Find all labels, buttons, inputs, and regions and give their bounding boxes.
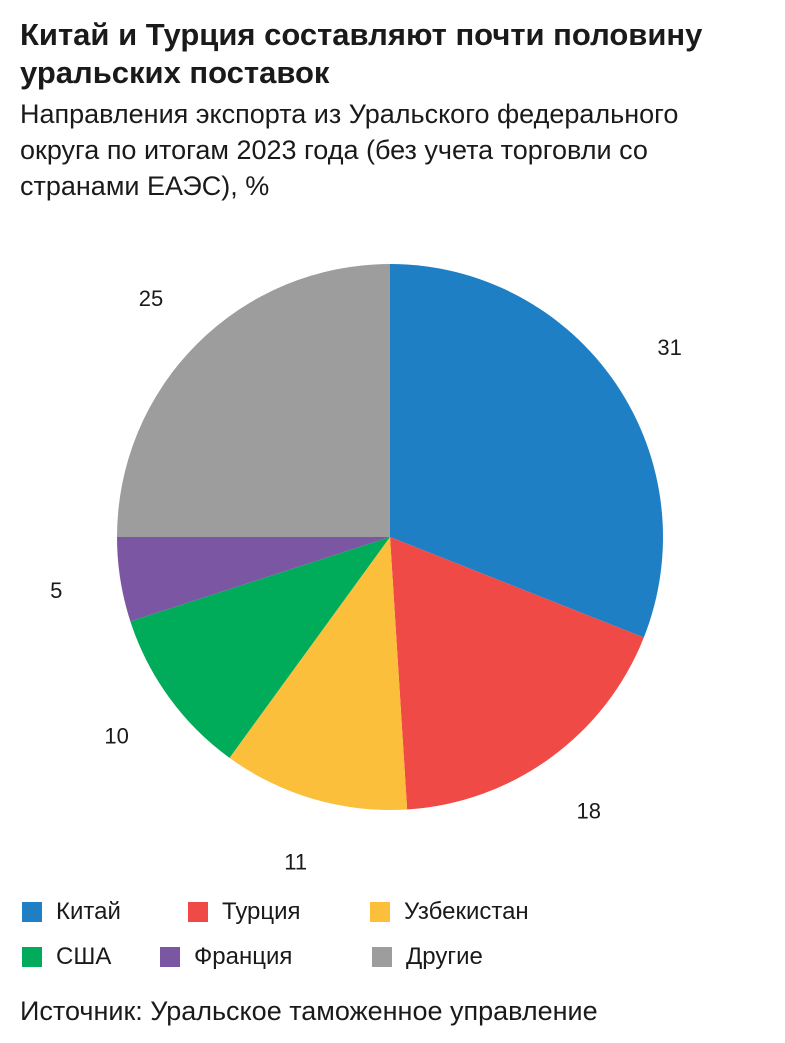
chart-subtitle: Направления экспорта из Уральского федер…: [20, 99, 679, 201]
pie-slice-1: [390, 264, 664, 638]
chart-title: Китай и Турция составляют почти половину…: [20, 17, 703, 90]
pie-slice-6: [117, 264, 390, 537]
legend-label: Другие: [406, 943, 483, 970]
legend-label: США: [56, 943, 112, 970]
legend-item-turkey: Турция: [188, 898, 301, 926]
legend-swatch: [370, 902, 390, 922]
legend-item-uzbekistan: Узбекистан: [370, 898, 529, 926]
slice-value-label: 31: [657, 335, 681, 360]
pie-slice-3: [229, 537, 408, 810]
legend-label: Турция: [222, 898, 301, 925]
slice-value-label: 25: [139, 286, 163, 311]
legend-swatch: [22, 902, 42, 922]
legend-item-usa: США: [22, 943, 111, 971]
legend-label: Узбекистан: [404, 898, 529, 925]
legend-label: Китай: [56, 898, 121, 925]
legend-swatch: [160, 947, 180, 967]
legend-label: Франция: [194, 943, 293, 970]
slice-value-label: 5: [50, 578, 62, 603]
pie-slice-2: [390, 537, 644, 810]
legend-item-china: Китай: [22, 898, 121, 926]
slice-value-label: 11: [284, 850, 307, 875]
legend-swatch: [188, 902, 208, 922]
legend-swatch: [372, 947, 392, 967]
legend-item-france: Франция: [160, 943, 292, 971]
legend-item-other: Другие: [372, 943, 483, 971]
legend-swatch: [22, 947, 42, 967]
source-note: Источник: Уральское таможенное управлени…: [20, 996, 598, 1026]
slice-value-label: 10: [104, 724, 128, 749]
slice-value-label: 18: [576, 798, 600, 823]
pie-slice-4: [130, 537, 391, 758]
pie-slice-5: [117, 537, 390, 622]
